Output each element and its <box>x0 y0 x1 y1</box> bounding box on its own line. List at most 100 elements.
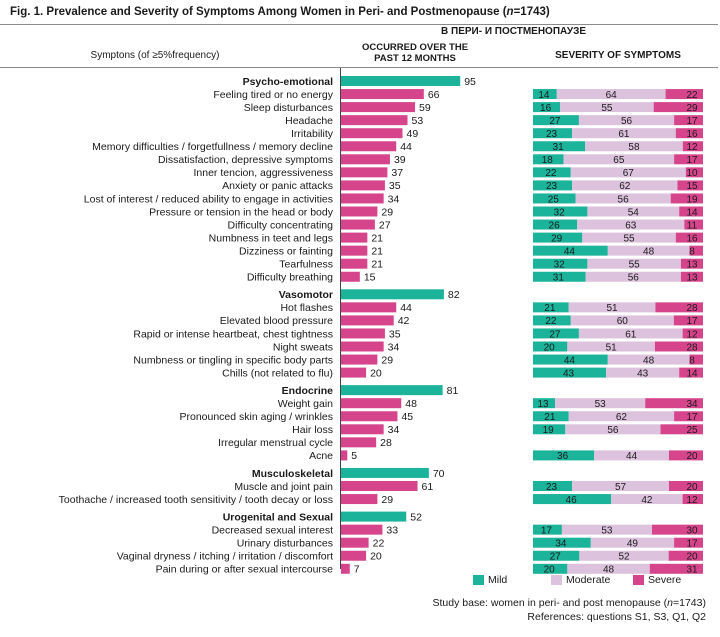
severity-moderate-label: 49 <box>627 539 639 550</box>
prevalence-value-label: 61 <box>422 481 434 493</box>
severity-mild-label: 36 <box>557 451 569 462</box>
severity-moderate-label: 51 <box>606 342 618 353</box>
severity-moderate-label: 51 <box>606 303 618 314</box>
prevalence-value-label: 35 <box>389 328 401 340</box>
severity-severe-segment <box>677 180 703 191</box>
severity-moderate-label: 56 <box>618 194 630 205</box>
severity-mild-segment <box>533 245 608 256</box>
severity-mild-segment <box>533 206 588 217</box>
severity-severe-segment <box>674 411 703 422</box>
prevalence-bar <box>341 524 383 535</box>
severity-moderate-segment <box>568 411 675 422</box>
severity-moderate-label: 65 <box>613 155 625 166</box>
severity-severe-segment <box>680 258 703 269</box>
category-label: Psycho-emotional <box>243 76 334 88</box>
severity-moderate-label: 43 <box>637 368 649 379</box>
prevalence-value-label: 7 <box>354 564 360 576</box>
severity-moderate-segment <box>570 315 674 326</box>
severity-severe-segment <box>675 128 703 139</box>
severity-severe-segment <box>682 141 703 152</box>
severity-severe-segment <box>674 537 703 548</box>
severity-mild-segment <box>533 398 556 409</box>
symptom-label: Urinary disturbances <box>237 538 333 550</box>
severity-mild-segment <box>533 258 588 269</box>
severity-mild-label: 21 <box>544 412 556 423</box>
severity-moderate-label: 55 <box>601 103 613 114</box>
severity-severe-label: 15 <box>686 181 698 192</box>
prevalence-bar <box>341 302 397 313</box>
severity-mild-label: 13 <box>537 399 549 410</box>
prevalence-value-label: 39 <box>394 154 406 166</box>
severity-severe-segment <box>654 341 703 352</box>
severity-mild-label: 21 <box>544 303 556 314</box>
severity-moderate-label: 52 <box>618 552 630 563</box>
severity-moderate-segment <box>585 271 681 282</box>
severity-moderate-label: 48 <box>603 565 615 576</box>
severity-moderate-label: 60 <box>617 316 629 327</box>
severity-moderate-segment <box>568 302 656 313</box>
prevalence-value-label: 81 <box>447 385 459 397</box>
severity-mild-label: 31 <box>553 273 565 284</box>
prevalence-value-label: 52 <box>410 511 422 523</box>
severity-mild-label: 32 <box>554 260 566 271</box>
severity-severe-label: 12 <box>686 495 698 506</box>
severity-severe-label: 13 <box>686 260 698 271</box>
severity-mild-label: 44 <box>564 355 576 366</box>
severity-mild-label: 27 <box>549 116 561 127</box>
prevalence-bar <box>341 271 360 282</box>
severity-severe-label: 14 <box>686 207 698 218</box>
prevalence-bar <box>341 115 408 126</box>
severity-severe-segment <box>669 481 703 491</box>
symptom-label: Toothache / increased tooth sensitivity … <box>59 494 333 506</box>
severity-mild-label: 14 <box>538 90 550 101</box>
category-label: Vasomotor <box>279 289 333 301</box>
prevalence-value-label: 48 <box>405 398 417 410</box>
severity-severe-segment <box>674 115 703 126</box>
symptom-label: Lost of interest / reduced ability to en… <box>84 193 333 205</box>
prevalence-bar <box>341 563 350 574</box>
severity-severe-segment <box>668 550 703 561</box>
severity-severe-segment <box>645 398 703 409</box>
prevalence-bar <box>341 437 377 448</box>
severity-mild-segment <box>533 550 580 561</box>
symptom-label: Pain during or after sexual intercourse <box>156 564 334 576</box>
severity-severe-label: 31 <box>686 565 698 576</box>
prevalence-bar <box>341 128 403 139</box>
prevalence-value-label: 44 <box>400 141 412 153</box>
severity-mild-label: 16 <box>540 103 552 114</box>
severity-mild-segment <box>533 154 564 165</box>
symptom-label: Difficulty breathing <box>247 272 333 284</box>
severity-moderate-segment <box>582 232 676 243</box>
severity-severe-label: 11 <box>687 220 698 231</box>
severity-mild-label: 27 <box>549 329 561 340</box>
symptom-label: Elevated blood pressure <box>220 315 333 327</box>
prevalence-bar <box>341 180 385 191</box>
severity-moderate-label: 57 <box>615 482 627 493</box>
prevalence-bar <box>341 154 390 165</box>
severity-moderate-segment <box>594 450 669 461</box>
symptom-label: Dissatisfaction, depressive symptoms <box>158 154 333 166</box>
severity-mild-segment <box>533 89 557 100</box>
prevalence-value-label: 42 <box>398 315 410 327</box>
severity-mild-label: 25 <box>548 194 560 205</box>
severity-moderate-segment <box>579 550 669 561</box>
severity-severe-segment <box>689 245 703 256</box>
severity-severe-segment <box>673 315 703 326</box>
severity-severe-segment <box>679 206 703 217</box>
category-bar <box>341 467 429 478</box>
severity-moderate-label: 55 <box>623 233 635 244</box>
severity-severe-label: 28 <box>686 342 698 353</box>
symptom-label: Chills (not related to flu) <box>222 367 333 379</box>
severity-moderate-label: 53 <box>595 399 607 410</box>
severity-moderate-label: 61 <box>625 329 637 340</box>
severity-severe-segment <box>682 494 703 505</box>
severity-mild-label: 23 <box>546 181 558 192</box>
prevalence-value-label: 21 <box>371 245 383 257</box>
prevalence-value-label: 20 <box>370 551 382 563</box>
severity-severe-segment <box>660 424 703 435</box>
severity-severe-segment <box>685 167 703 178</box>
prevalence-value-label: 20 <box>370 367 382 379</box>
symptom-label: Rapid or intense heartbeat, chest tightn… <box>133 328 333 340</box>
severity-severe-segment <box>684 219 703 230</box>
